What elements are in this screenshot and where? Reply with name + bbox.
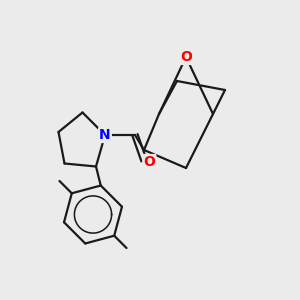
Text: N: N xyxy=(99,128,111,142)
Text: O: O xyxy=(143,155,155,169)
Text: O: O xyxy=(180,50,192,64)
